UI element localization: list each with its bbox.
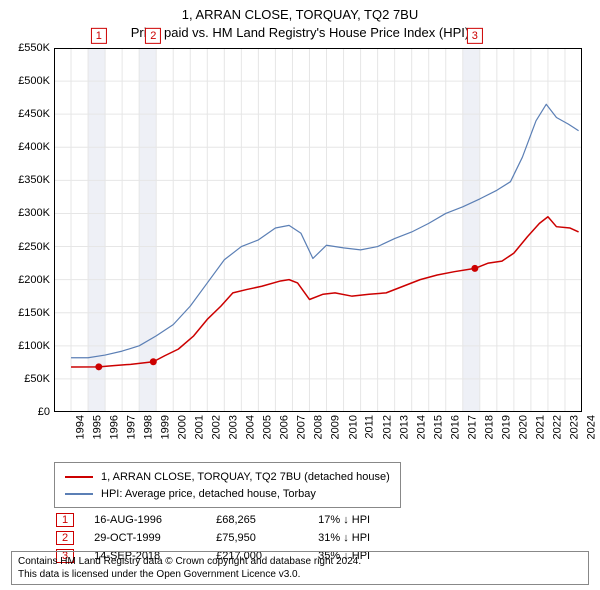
- legend: 1, ARRAN CLOSE, TORQUAY, TQ2 7BU (detach…: [54, 462, 401, 508]
- legend-row: HPI: Average price, detached house, Torb…: [65, 486, 390, 503]
- x-axis-label: 1994: [70, 415, 86, 439]
- x-axis-label: 2000: [173, 415, 189, 439]
- sale-row: 1 16-AUG-1996 £68,265 17% ↓ HPI: [56, 512, 370, 528]
- x-axis-label: 2007: [292, 415, 308, 439]
- x-axis-label: 2023: [564, 415, 580, 439]
- attribution-line: Contains HM Land Registry data © Crown c…: [18, 555, 582, 568]
- sale-marker-1: 1: [56, 513, 74, 527]
- x-axis-label: 2019: [496, 415, 512, 439]
- sale-row: 2 29-OCT-1999 £75,950 31% ↓ HPI: [56, 530, 370, 546]
- x-axis-label: 2017: [462, 415, 478, 439]
- x-axis-label: 2009: [326, 415, 342, 439]
- x-axis-label: 2003: [224, 415, 240, 439]
- x-axis-label: 2001: [190, 415, 206, 439]
- x-axis-label: 2002: [207, 415, 223, 439]
- x-axis-label: 1999: [156, 415, 172, 439]
- chart-marker-1: 1: [91, 28, 107, 44]
- x-axis-label: 1995: [88, 415, 104, 439]
- x-axis-label: 1997: [122, 415, 138, 439]
- chart-marker-2: 2: [145, 28, 161, 44]
- x-axis-label: 2014: [411, 415, 427, 439]
- legend-label: HPI: Average price, detached house, Torb…: [101, 486, 316, 503]
- x-axis-label: 2011: [359, 415, 375, 439]
- sale-diff: 17% ↓ HPI: [318, 514, 370, 526]
- x-axis-label: 2018: [479, 415, 495, 439]
- x-axis-label: 1996: [105, 415, 121, 439]
- y-axis-label: £350K: [18, 174, 54, 186]
- x-axis-label: 2005: [258, 415, 274, 439]
- sale-price: £68,265: [216, 514, 316, 526]
- legend-row: 1, ARRAN CLOSE, TORQUAY, TQ2 7BU (detach…: [65, 469, 390, 486]
- x-axis-label: 2015: [428, 415, 444, 439]
- sale-diff: 31% ↓ HPI: [318, 532, 370, 544]
- chart-marker-3: 3: [467, 28, 483, 44]
- sale-price: £75,950: [216, 532, 316, 544]
- x-axis-label: 2008: [309, 415, 325, 439]
- x-axis-label: 2010: [343, 415, 359, 439]
- y-axis-label: £250K: [18, 241, 54, 253]
- chart-svg: [54, 48, 582, 412]
- attribution: Contains HM Land Registry data © Crown c…: [11, 551, 589, 585]
- legend-swatch-red: [65, 476, 93, 478]
- x-axis-label: 1998: [139, 415, 155, 439]
- attribution-line: This data is licensed under the Open Gov…: [18, 568, 582, 581]
- x-axis-label: 2022: [547, 415, 563, 439]
- x-axis-label: 2024: [581, 415, 597, 439]
- x-axis-label: 2006: [275, 415, 291, 439]
- x-axis-label: 2013: [394, 415, 410, 439]
- x-axis-label: 2016: [445, 415, 461, 439]
- sale-date: 29-OCT-1999: [94, 532, 214, 544]
- x-axis-label: 2020: [513, 415, 529, 439]
- legend-swatch-blue: [65, 493, 93, 495]
- x-axis-label: 2012: [377, 415, 393, 439]
- y-axis-label: £450K: [18, 108, 54, 120]
- legend-label: 1, ARRAN CLOSE, TORQUAY, TQ2 7BU (detach…: [101, 469, 390, 486]
- y-axis-label: £100K: [18, 340, 54, 352]
- price-chart: £0£50K£100K£150K£200K£250K£300K£350K£400…: [54, 48, 582, 412]
- y-axis-label: £300K: [18, 207, 54, 219]
- y-axis-label: £0: [38, 406, 54, 418]
- y-axis-label: £500K: [18, 75, 54, 87]
- y-axis-label: £50K: [24, 373, 54, 385]
- y-axis-label: £550K: [18, 42, 54, 54]
- x-axis-label: 2021: [530, 415, 546, 439]
- x-axis-label: 2004: [241, 415, 257, 439]
- y-axis-label: £200K: [18, 274, 54, 286]
- sale-marker-2: 2: [56, 531, 74, 545]
- y-axis-label: £400K: [18, 141, 54, 153]
- sale-date: 16-AUG-1996: [94, 514, 214, 526]
- y-axis-label: £150K: [18, 307, 54, 319]
- title-line1: 1, ARRAN CLOSE, TORQUAY, TQ2 7BU: [0, 6, 600, 24]
